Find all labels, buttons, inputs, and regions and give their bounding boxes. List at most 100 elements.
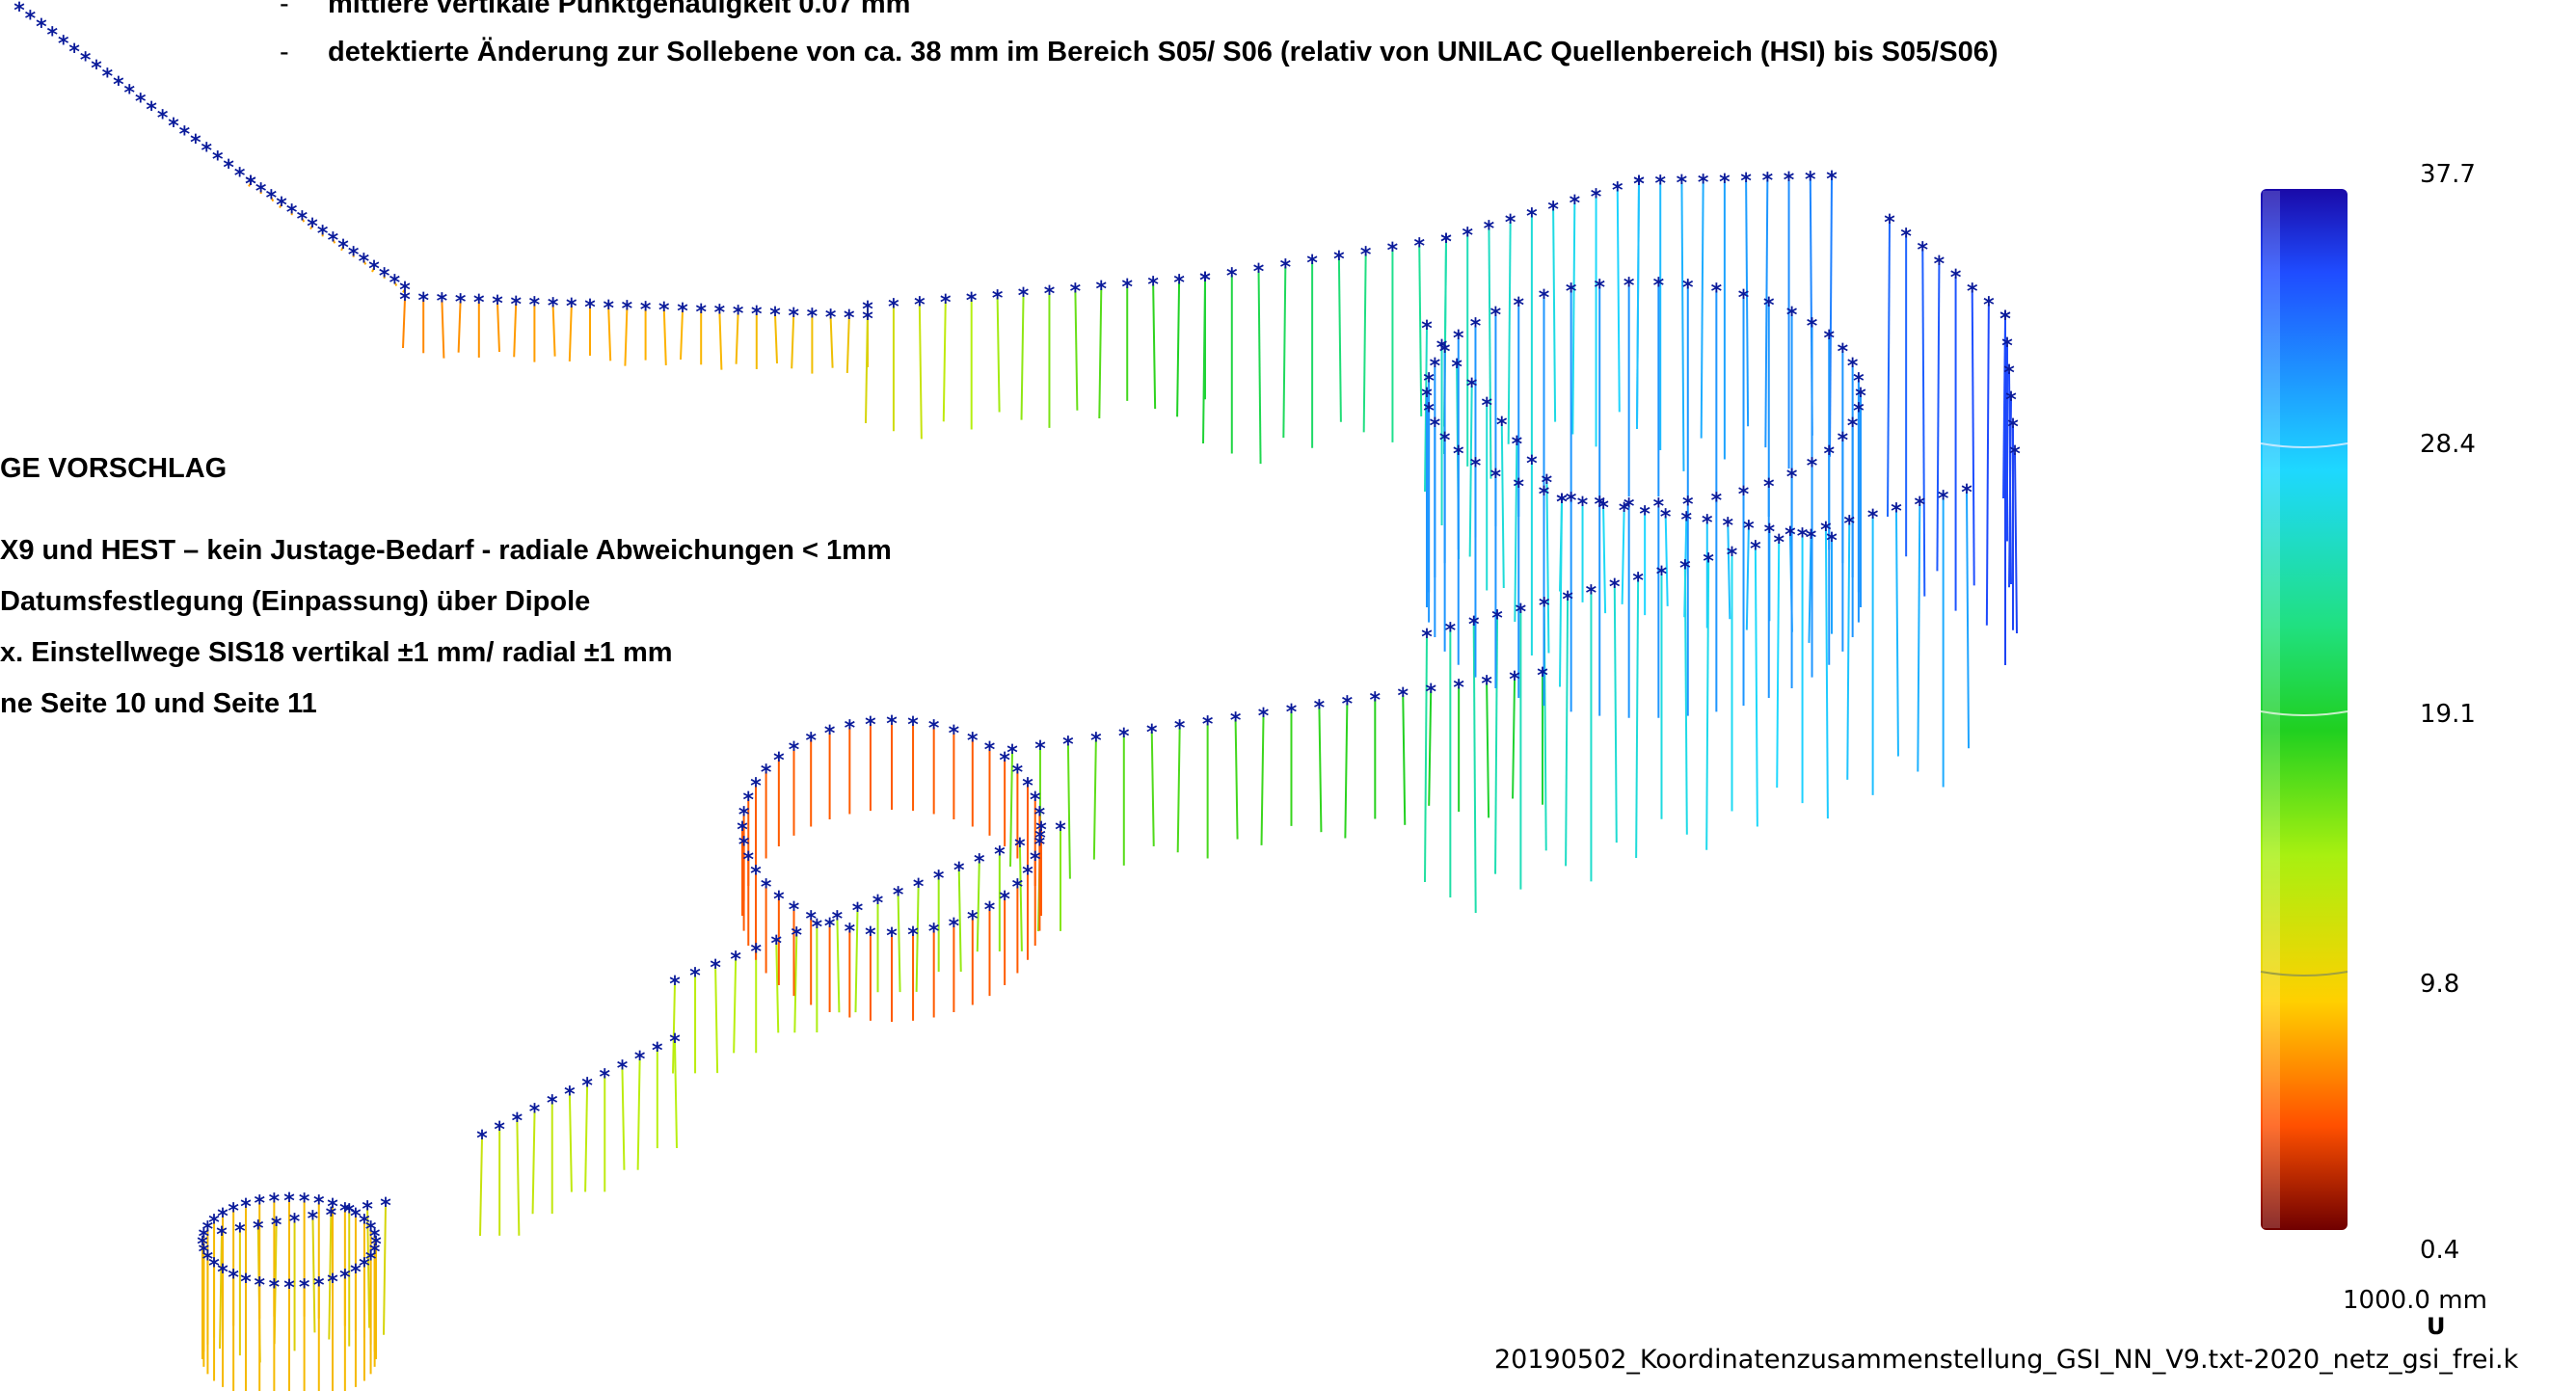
svg-text:*: * xyxy=(750,940,762,964)
svg-text:*: * xyxy=(792,923,803,948)
svg-text:*: * xyxy=(1654,172,1666,196)
svg-text:*: * xyxy=(91,57,102,81)
svg-text:*: * xyxy=(1030,789,1041,813)
svg-text:*: * xyxy=(269,1190,281,1215)
svg-text:*: * xyxy=(1983,294,1995,318)
svg-text:*: * xyxy=(379,264,390,288)
svg-text:*: * xyxy=(695,301,707,325)
svg-text:*: * xyxy=(738,834,750,858)
svg-text:*: * xyxy=(1763,475,1775,499)
svg-text:*: * xyxy=(1656,563,1668,587)
svg-text:*: * xyxy=(1090,729,1102,753)
svg-text:*: * xyxy=(113,73,124,97)
svg-text:*: * xyxy=(1556,491,1568,515)
svg-text:*: * xyxy=(1286,701,1298,725)
svg-text:*: * xyxy=(1609,575,1621,600)
svg-text:*: * xyxy=(872,892,884,916)
svg-text:*: * xyxy=(1030,848,1041,872)
survey-point-markers: * * * * * * * * * * * * * * * * * * * * * * * * * * * * * * * * * * * * * * * *… xyxy=(13,0,2021,1300)
svg-text:*: * xyxy=(1034,803,1046,827)
svg-text:*: * xyxy=(1012,762,1024,786)
svg-text:*: * xyxy=(266,187,278,211)
svg-text:*: * xyxy=(1470,455,1482,479)
svg-text:*: * xyxy=(1838,340,1849,364)
svg-text:*: * xyxy=(1719,171,1731,195)
svg-text:*: * xyxy=(1436,336,1448,361)
svg-text:*: * xyxy=(1034,737,1046,762)
svg-text:*: * xyxy=(2005,388,2017,413)
svg-text:*: * xyxy=(234,1220,246,1244)
svg-text:*: * xyxy=(886,712,898,736)
svg-text:*: * xyxy=(622,298,633,322)
svg-text:*: * xyxy=(25,8,37,32)
svg-text:*: * xyxy=(510,293,522,317)
svg-text:*: * xyxy=(1763,294,1775,318)
svg-text:*: * xyxy=(913,875,925,899)
svg-text:*: * xyxy=(1918,239,1929,263)
svg-text:*: * xyxy=(617,1057,629,1081)
svg-text:*: * xyxy=(1484,218,1495,242)
svg-text:*: * xyxy=(750,863,762,887)
svg-text:*: * xyxy=(1516,601,1527,625)
svg-text:*: * xyxy=(359,1212,370,1236)
svg-text:*: * xyxy=(1847,355,1859,379)
svg-text:*: * xyxy=(359,251,370,275)
svg-text:*: * xyxy=(1633,173,1645,197)
svg-text:*: * xyxy=(1147,274,1159,298)
svg-text:*: * xyxy=(58,32,69,56)
svg-text:*: * xyxy=(1453,677,1464,701)
colorbar-tick-1: 37.7 xyxy=(2420,160,2476,189)
svg-text:*: * xyxy=(399,288,411,312)
svg-text:*: * xyxy=(1453,327,1464,351)
svg-text:*: * xyxy=(1738,483,1750,507)
svg-text:*: * xyxy=(297,208,309,232)
svg-text:*: * xyxy=(1445,619,1457,643)
svg-text:*: * xyxy=(1764,521,1776,545)
svg-text:*: * xyxy=(658,299,670,323)
svg-text:*: * xyxy=(337,236,349,260)
svg-text:*: * xyxy=(1743,518,1755,542)
side-line-3: x. Einstellwege SIS18 vertikal ±1 mm/ ra… xyxy=(0,637,673,668)
svg-text:*: * xyxy=(1900,225,1912,249)
svg-text:*: * xyxy=(789,898,800,923)
svg-text:*: * xyxy=(2007,415,2019,440)
svg-text:*: * xyxy=(1762,170,1774,194)
svg-text:*: * xyxy=(1425,681,1436,705)
svg-text:*: * xyxy=(1360,243,1372,267)
svg-text:*: * xyxy=(1999,308,2011,332)
svg-text:*: * xyxy=(223,156,234,180)
svg-text:*: * xyxy=(299,1190,310,1215)
svg-text:*: * xyxy=(1505,211,1516,235)
svg-text:*: * xyxy=(1470,314,1482,338)
side-heading: GE VORSCHLAG xyxy=(0,453,228,484)
svg-text:*: * xyxy=(327,1271,338,1295)
svg-text:*: * xyxy=(1022,774,1033,798)
svg-text:*: * xyxy=(1462,224,1473,248)
svg-text:*: * xyxy=(512,1110,523,1134)
svg-text:*: * xyxy=(2001,334,2013,359)
svg-text:*: * xyxy=(1566,281,1577,305)
svg-text:*: * xyxy=(350,1261,362,1285)
svg-text:*: * xyxy=(1062,734,1074,758)
svg-text:*: * xyxy=(190,131,201,155)
svg-text:*: * xyxy=(603,297,614,321)
svg-text:*: * xyxy=(1430,355,1441,379)
svg-text:*: * xyxy=(455,290,467,314)
svg-text:*: * xyxy=(1044,282,1056,307)
scale-label: 1000.0 mm xyxy=(2343,1286,2487,1315)
svg-text:*: * xyxy=(146,98,157,122)
svg-text:*: * xyxy=(1891,500,1902,524)
svg-text:*: * xyxy=(1915,494,1926,518)
svg-text:*: * xyxy=(1570,192,1581,216)
svg-text:*: * xyxy=(1258,705,1270,729)
svg-text:*: * xyxy=(476,1127,488,1151)
svg-text:*: * xyxy=(1398,684,1409,709)
svg-text:*: * xyxy=(1594,494,1605,518)
svg-text:*: * xyxy=(999,888,1010,912)
svg-text:*: * xyxy=(283,1276,295,1300)
svg-text:*: * xyxy=(217,1205,228,1229)
svg-text:*: * xyxy=(953,859,965,883)
svg-text:*: * xyxy=(1967,280,1978,304)
svg-text:*: * xyxy=(1826,529,1838,553)
svg-text:*: * xyxy=(1481,394,1492,418)
